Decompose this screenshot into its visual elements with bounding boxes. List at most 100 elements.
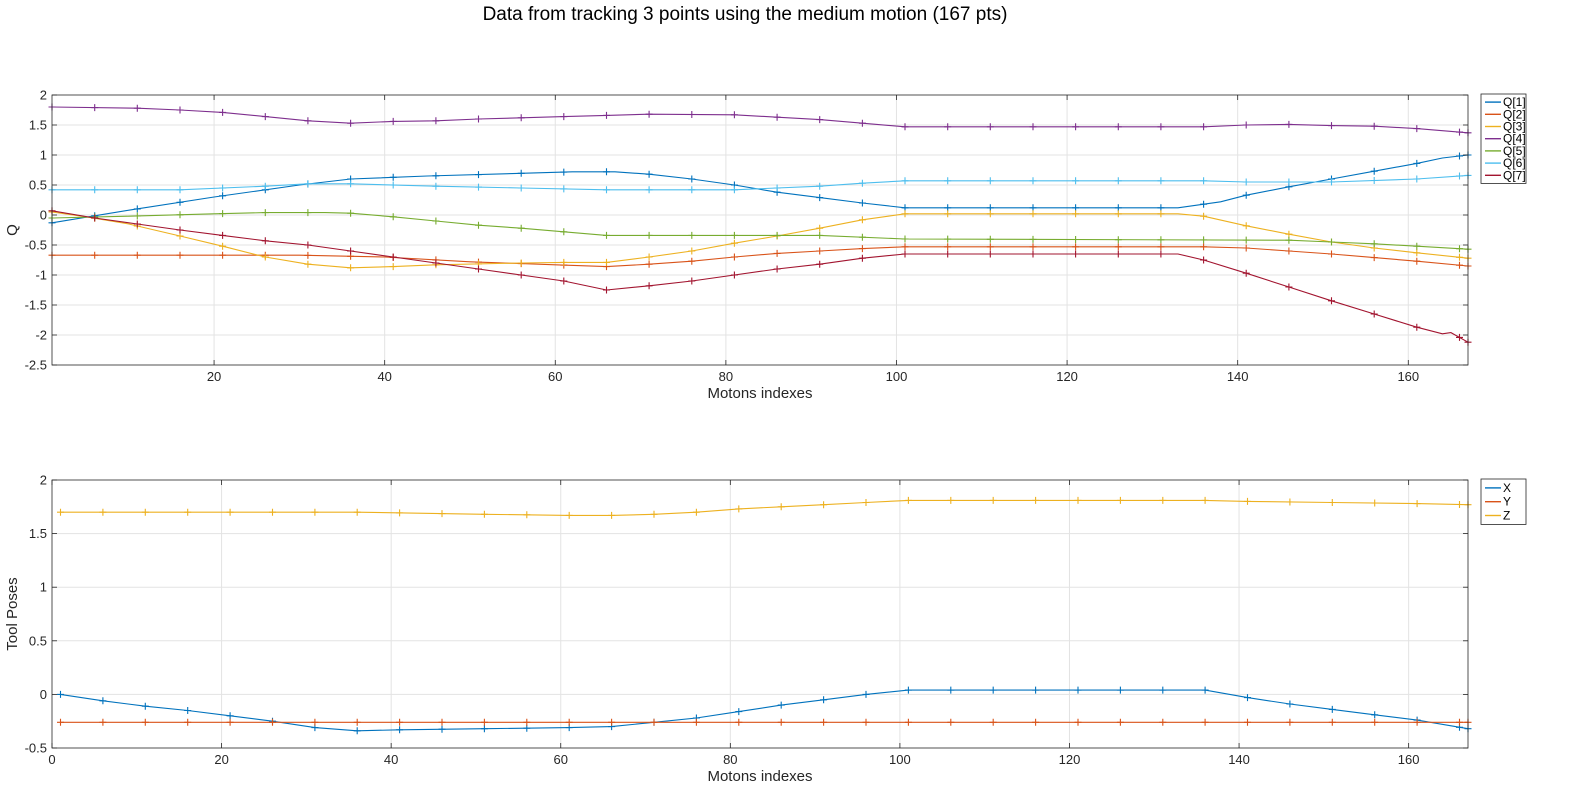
series-marker — [1116, 496, 1124, 504]
series-marker — [1456, 261, 1463, 269]
y-tick-label: -0.5 — [25, 741, 47, 756]
series-marker — [347, 209, 355, 217]
series-marker — [1201, 496, 1209, 504]
series-marker — [1157, 250, 1165, 258]
series-marker — [1371, 718, 1379, 726]
y-axis-label: Tool Poses — [4, 577, 21, 650]
series-marker — [99, 508, 107, 516]
series-marker — [1114, 210, 1122, 218]
series-marker — [219, 231, 227, 239]
series-marker — [475, 171, 482, 179]
series-marker — [688, 231, 696, 239]
series-marker — [389, 263, 397, 271]
series-marker — [650, 510, 658, 518]
series-marker — [1328, 238, 1335, 246]
series-marker — [1201, 686, 1209, 694]
series-marker — [523, 511, 531, 519]
series-marker — [176, 211, 184, 219]
series-marker — [1244, 497, 1251, 505]
series-marker — [735, 505, 743, 513]
series-marker — [1413, 718, 1421, 726]
series-marker — [184, 508, 192, 516]
series-marker — [777, 503, 785, 511]
series-marker — [773, 231, 781, 239]
series-marker — [1456, 128, 1463, 136]
series-marker — [1159, 496, 1167, 504]
series-marker — [1242, 178, 1250, 186]
series-marker — [986, 177, 994, 185]
series-marker — [1413, 125, 1421, 133]
series-marker — [603, 111, 610, 119]
series-marker — [858, 245, 866, 253]
series-marker — [347, 247, 355, 255]
series-marker — [304, 180, 312, 188]
series-marker — [1285, 230, 1293, 238]
series-marker — [389, 181, 397, 189]
series-marker — [91, 104, 99, 112]
series-marker — [389, 253, 397, 261]
series-marker — [219, 251, 227, 259]
series-marker — [57, 508, 64, 516]
y-tick-label: 1.5 — [29, 118, 47, 133]
figure-title: Data from tracking 3 points using the me… — [483, 4, 1008, 25]
series-marker — [261, 237, 269, 245]
series-marker — [432, 182, 440, 190]
series-marker — [1157, 177, 1165, 185]
series-marker — [1032, 686, 1040, 694]
series-marker — [1029, 250, 1037, 258]
series-marker — [133, 186, 141, 194]
series-marker — [184, 707, 192, 714]
series-marker — [517, 184, 525, 192]
series-marker — [1370, 240, 1378, 248]
series-marker — [688, 186, 696, 194]
series-marker — [480, 510, 488, 518]
series-marker — [1116, 718, 1124, 726]
series-marker — [603, 286, 610, 294]
series-marker — [1157, 210, 1165, 218]
series-marker — [904, 496, 912, 504]
series-marker — [947, 718, 955, 726]
series-marker — [219, 184, 227, 192]
series-marker — [989, 496, 997, 504]
series-marker — [989, 718, 997, 726]
series-marker — [1328, 122, 1335, 130]
series-marker — [862, 718, 870, 726]
series-marker — [858, 233, 866, 241]
x-tick-label: 120 — [1056, 369, 1078, 384]
series-marker — [1200, 243, 1208, 251]
series-marker — [1114, 177, 1122, 185]
series-marker — [99, 697, 107, 705]
series-marker — [944, 204, 952, 212]
series-marker — [735, 708, 743, 716]
y-axis-label: Q — [4, 224, 21, 236]
series-marker — [1413, 249, 1421, 257]
x-tick-label: 60 — [554, 752, 568, 767]
series-marker — [901, 123, 909, 131]
y-tick-label: -2.5 — [25, 358, 47, 373]
x-tick-label: 120 — [1059, 752, 1081, 767]
series-marker — [816, 260, 824, 268]
series-marker — [1072, 236, 1080, 243]
y-tick-label: 1 — [40, 148, 47, 163]
series-marker — [565, 511, 573, 519]
series-marker — [820, 696, 828, 704]
series-marker — [1328, 297, 1335, 305]
series-marker — [1242, 191, 1250, 199]
series-marker — [219, 108, 227, 116]
y-tick-label: 0.5 — [29, 633, 47, 648]
series-marker — [1244, 694, 1251, 702]
series-line — [51, 212, 1469, 250]
series-marker — [735, 718, 743, 726]
series-marker — [858, 119, 866, 127]
series-marker — [219, 192, 227, 200]
y-tick-label: 0 — [40, 687, 47, 702]
series-marker — [141, 718, 149, 726]
legend-entry: Q[1] — [1503, 95, 1526, 109]
series-marker — [816, 247, 824, 255]
series-marker — [1200, 177, 1208, 185]
series-marker — [773, 249, 781, 257]
series-marker — [1157, 243, 1165, 251]
series-marker — [1200, 200, 1208, 208]
series-marker — [261, 113, 269, 121]
